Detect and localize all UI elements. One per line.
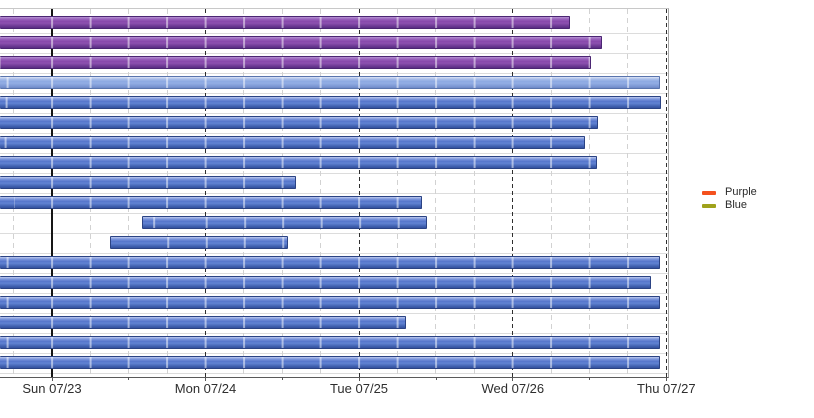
legend-label: Blue [725,199,748,211]
x-axis-major-tick [665,377,667,381]
gridline-minor [435,9,437,377]
gridline-minor [243,9,245,377]
row-separator-line [0,152,668,154]
gridline-minor [13,9,15,377]
gantt-bar [0,296,660,309]
row-separator-line [0,132,668,134]
x-axis-major-tick [512,377,514,381]
row-separator-line [0,72,668,74]
x-axis-major-tick [358,377,360,381]
row-separator-line [0,212,668,214]
gridline-major-day [512,9,514,377]
x-axis-minor-tick [589,377,591,380]
row-separator-line [0,332,668,334]
gantt-bar [0,56,591,69]
gridline-minor [397,9,399,377]
gridline-minor [627,9,629,377]
row-separator-line [0,232,668,234]
row-separator-line [0,292,668,294]
x-axis: Sun 07/23 Mon 07/24 Tue 07/25 Wed 07/26 Thu … [0,381,814,397]
gridline-minor [320,9,322,377]
x-axis-major-tick [205,377,206,381]
x-axis-minor-tick [435,377,437,380]
gridline-minor [89,9,91,377]
plot-area [0,8,669,378]
gridline-major-day [205,9,206,377]
legend: Purple Blue [702,187,757,213]
x-axis-major-tick [51,377,53,381]
x-tick-label: Wed 07/26 [481,381,545,396]
row-separator-line [0,92,668,94]
row-separator-line [0,372,668,374]
gantt-bar [0,16,570,29]
gridline-minor [128,9,130,377]
gantt-bar [0,336,660,349]
gridline-major-day [358,9,360,377]
legend-marker-line [702,190,716,195]
row-separator-line [0,252,668,254]
gantt-bar [0,196,422,209]
legend-item: Purple [702,187,757,198]
gantt-bar [110,236,288,249]
x-tick-label: Tue 07/25 [329,381,389,396]
gantt-bar [0,36,602,49]
gantt-bar [0,176,296,189]
row-separator-line [0,112,668,114]
gridline-minor [166,9,168,377]
gantt-bar [0,136,585,149]
x-axis-minor-tick [128,377,130,380]
gantt-bar [0,276,651,289]
gantt-bar [0,256,660,269]
gantt-bar [142,216,427,229]
legend-item: Blue [702,200,757,211]
gridline-minor [281,9,283,377]
gantt-bar [0,316,406,329]
row-separator-line [0,352,668,354]
gantt-bar [0,356,660,369]
gantt-bar [0,76,660,89]
gantt-bar [0,116,598,129]
gridline-minor [550,9,552,377]
gridline-minor [473,9,475,377]
x-axis-minor-tick [281,377,283,380]
row-separator-line [0,312,668,314]
x-tick-label: Mon 07/24 [174,381,237,396]
row-separator-line [0,32,668,34]
x-tick-label: Sun 07/23 [22,381,82,396]
row-separator-line [0,52,668,54]
gridline-major-day [665,9,667,377]
row-separator-line [0,172,668,174]
legend-label: Purple [725,186,757,198]
gantt-bar [0,96,661,109]
gridline-day-start-solid [51,9,53,377]
legend-marker-line [702,203,716,208]
gantt-bar [0,156,597,169]
gridline-minor [589,9,591,377]
x-tick-label: Thu 07/27 [637,381,696,396]
row-separator-line [0,192,668,194]
row-separator-line [0,272,668,274]
